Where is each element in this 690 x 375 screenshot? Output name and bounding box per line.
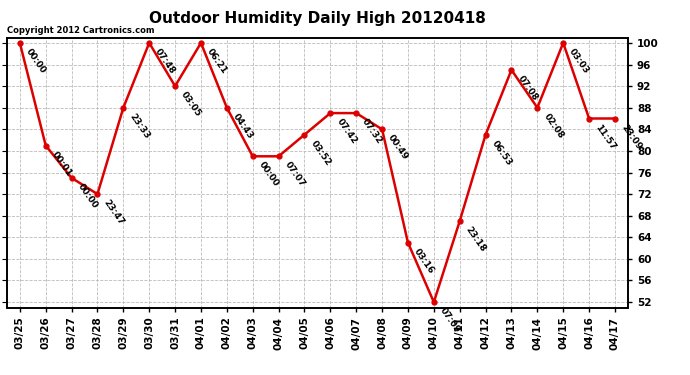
Text: 00:49: 00:49: [386, 134, 410, 162]
Text: 07:48: 07:48: [153, 47, 177, 76]
Text: 00:00: 00:00: [76, 182, 99, 210]
Text: 06:53: 06:53: [490, 139, 513, 167]
Text: 04:43: 04:43: [231, 112, 255, 141]
Text: 03:03: 03:03: [567, 47, 591, 75]
Text: 23:33: 23:33: [128, 112, 151, 141]
Text: 00:00: 00:00: [257, 160, 280, 189]
Text: 03:16: 03:16: [412, 247, 436, 275]
Text: 23:09: 23:09: [619, 123, 643, 151]
Text: 03:05: 03:05: [179, 90, 203, 118]
Text: 07:08: 07:08: [515, 74, 540, 103]
Text: 03:52: 03:52: [308, 139, 333, 167]
Text: 23:18: 23:18: [464, 225, 488, 254]
Text: 07:42: 07:42: [335, 117, 358, 146]
Text: 07:07: 07:07: [283, 160, 306, 189]
Text: 23:47: 23:47: [101, 198, 126, 227]
Text: 11:57: 11:57: [593, 123, 617, 152]
Text: Outdoor Humidity Daily High 20120418: Outdoor Humidity Daily High 20120418: [149, 11, 486, 26]
Text: Copyright 2012 Cartronics.com: Copyright 2012 Cartronics.com: [7, 26, 155, 35]
Text: 07:09: 07:09: [438, 306, 462, 335]
Text: 02:08: 02:08: [542, 112, 565, 140]
Text: 06:21: 06:21: [205, 47, 229, 76]
Text: 00:01: 00:01: [50, 150, 73, 178]
Text: 07:32: 07:32: [360, 117, 384, 146]
Text: 00:00: 00:00: [24, 47, 48, 75]
